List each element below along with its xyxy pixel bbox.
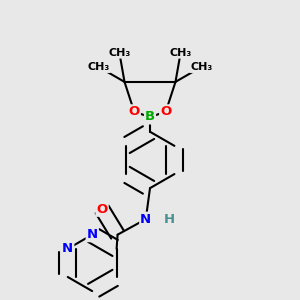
Text: O: O — [96, 203, 108, 216]
Text: N: N — [140, 213, 151, 226]
Text: O: O — [129, 105, 140, 118]
Text: CH₃: CH₃ — [190, 62, 212, 72]
Text: B: B — [145, 110, 155, 123]
Text: CH₃: CH₃ — [108, 48, 130, 58]
Text: N: N — [87, 228, 98, 241]
Text: H: H — [164, 213, 175, 226]
Text: N: N — [62, 242, 73, 255]
Text: CH₃: CH₃ — [88, 62, 110, 72]
Text: O: O — [160, 105, 171, 118]
Text: CH₃: CH₃ — [169, 48, 192, 58]
